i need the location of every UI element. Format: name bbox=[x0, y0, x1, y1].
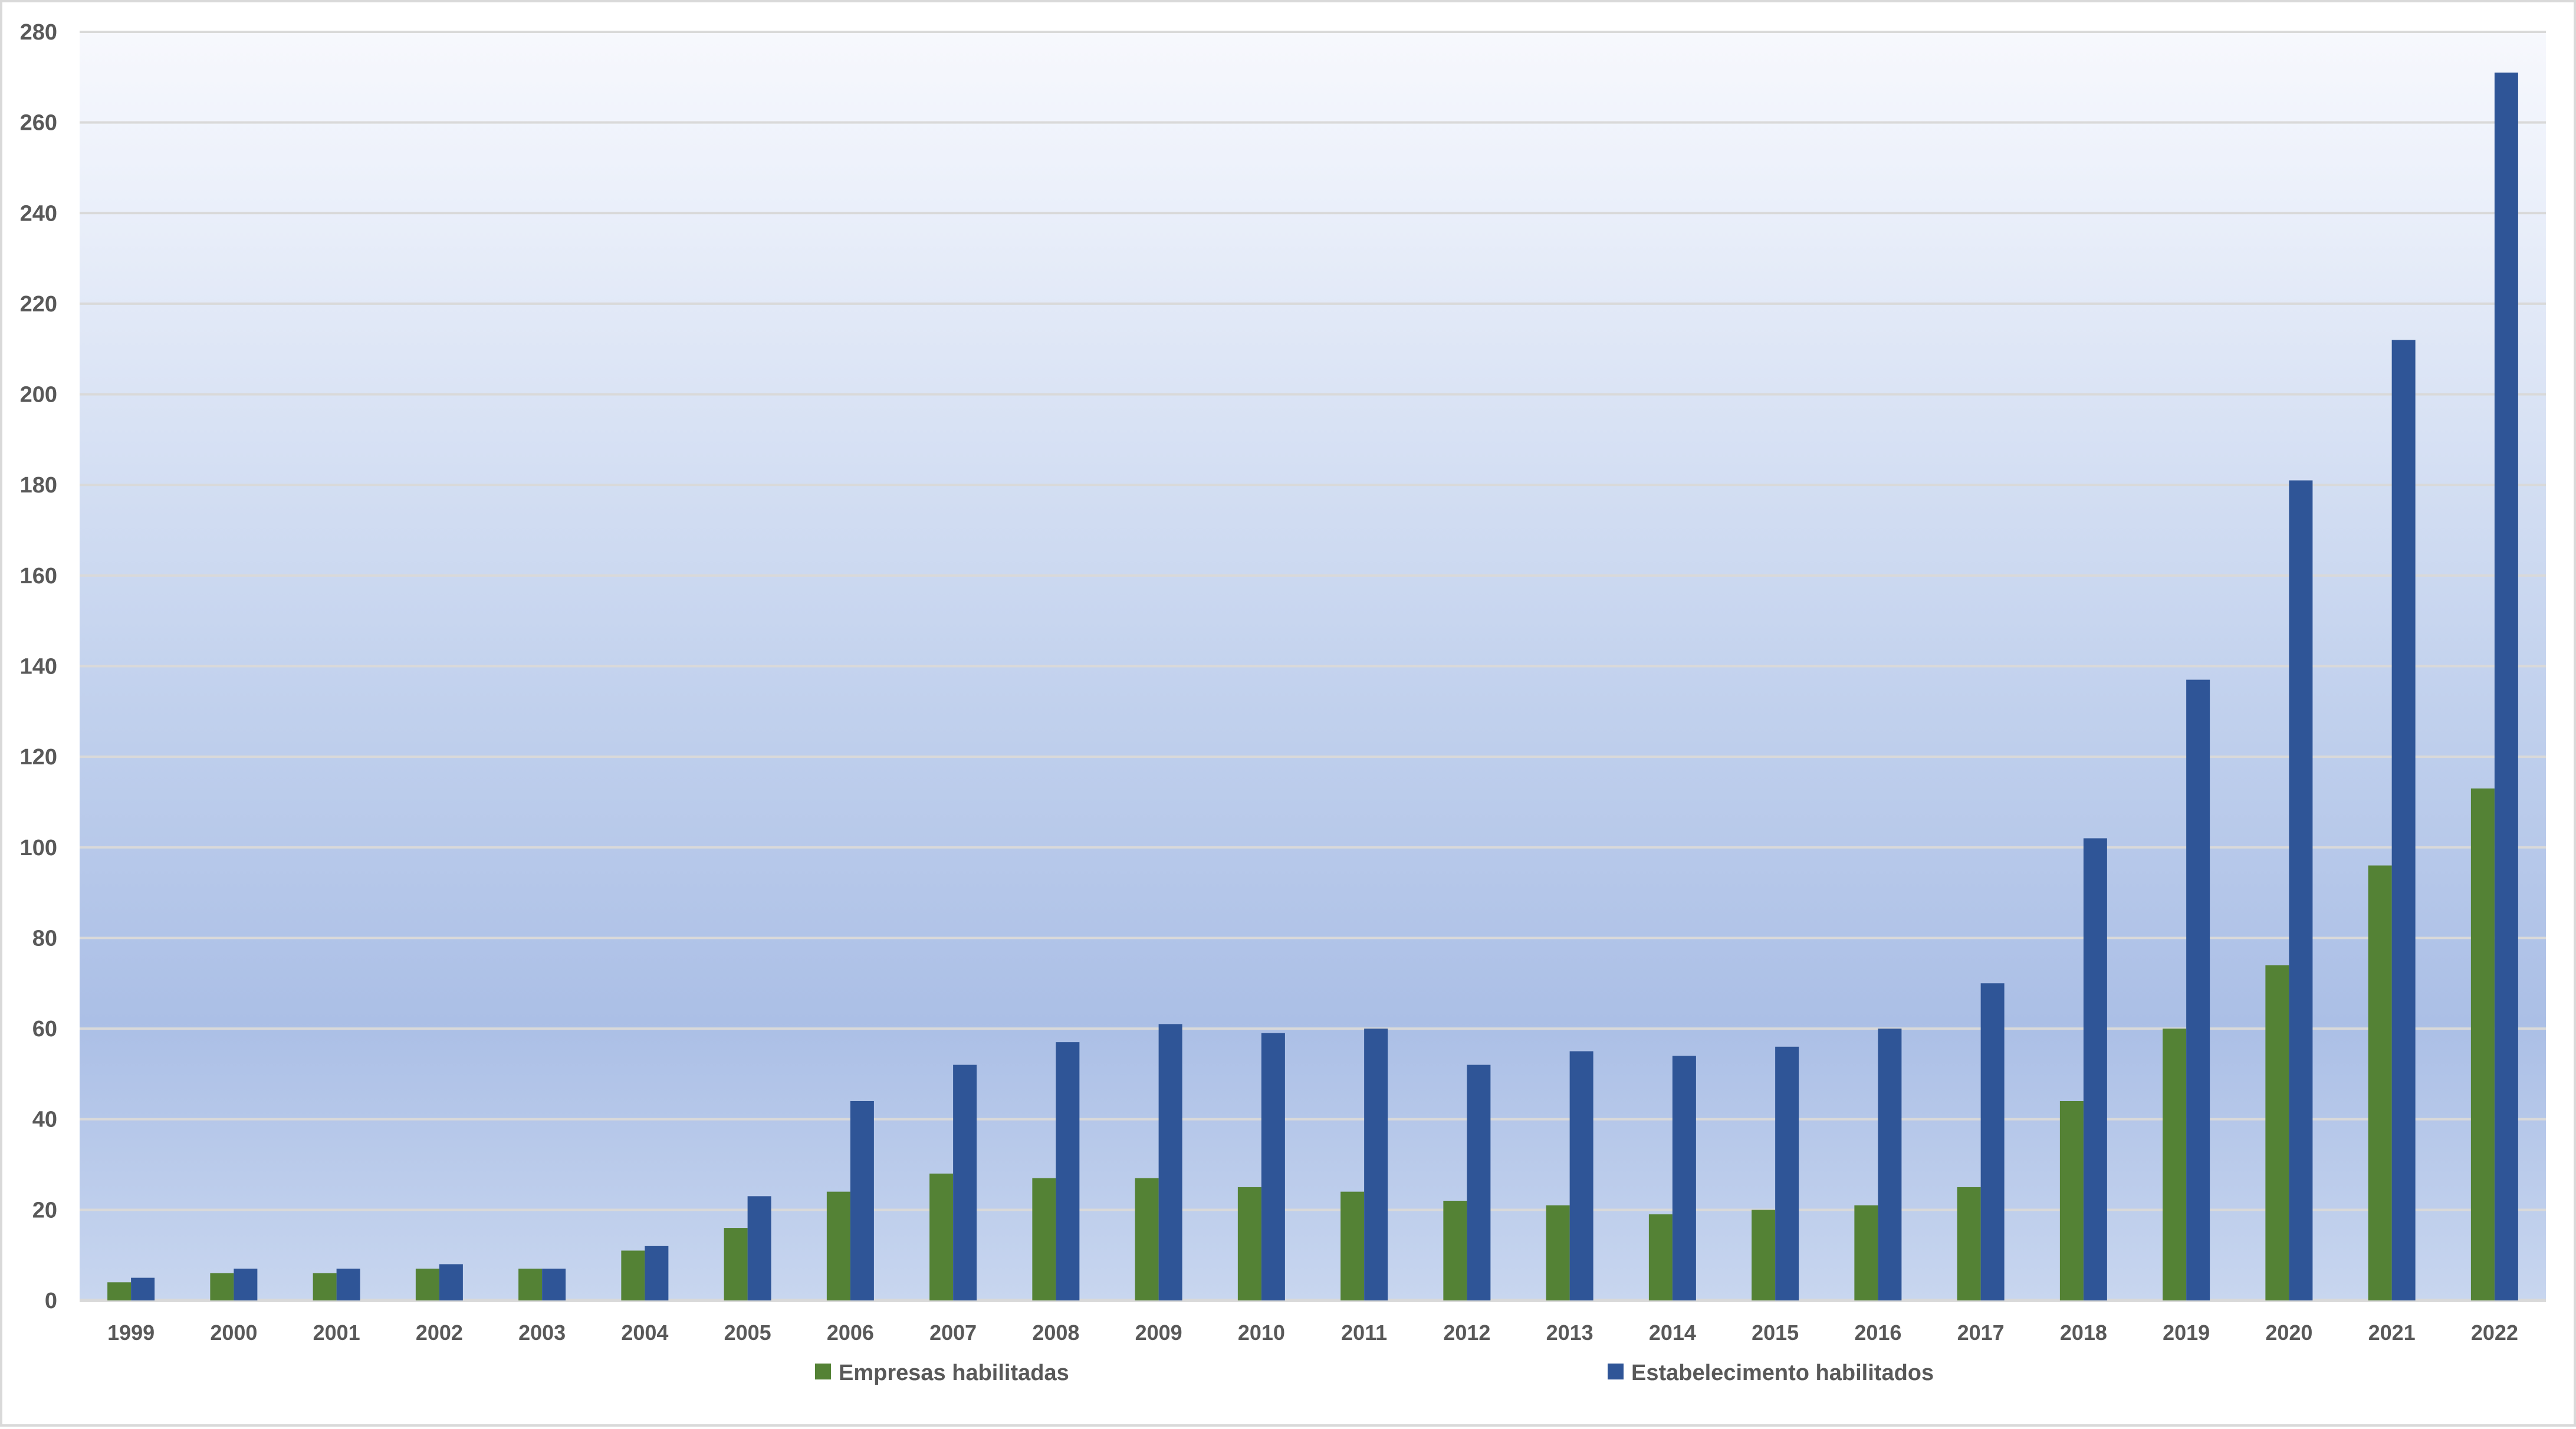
bar-estabelecimento-2003 bbox=[542, 1269, 566, 1300]
bar-estabelecimento-2022 bbox=[2494, 73, 2518, 1301]
bar-empresas-2013 bbox=[1546, 1205, 1570, 1300]
x-tick-label: 2003 bbox=[518, 1320, 566, 1345]
x-tick-label: 2017 bbox=[1957, 1320, 2005, 1345]
bar-estabelecimento-2005 bbox=[747, 1196, 771, 1300]
bar-estabelecimento-2014 bbox=[1672, 1056, 1696, 1300]
y-tick-label: 60 bbox=[32, 1017, 57, 1042]
bar-estabelecimento-2000 bbox=[234, 1269, 258, 1300]
legend-swatch bbox=[815, 1364, 831, 1379]
bar-estabelecimento-2001 bbox=[336, 1269, 360, 1300]
bar-empresas-2011 bbox=[1340, 1191, 1365, 1300]
bar-estabelecimento-2012 bbox=[1467, 1065, 1491, 1300]
bar-empresas-1999 bbox=[107, 1282, 132, 1300]
y-tick-label: 80 bbox=[32, 926, 57, 951]
x-tick-label: 2019 bbox=[2163, 1320, 2210, 1345]
bar-empresas-2006 bbox=[826, 1191, 850, 1300]
bar-empresas-2001 bbox=[313, 1273, 337, 1300]
x-tick-label: 2011 bbox=[1341, 1320, 1387, 1345]
bar-empresas-2015 bbox=[1752, 1210, 1776, 1300]
bar-empresas-2007 bbox=[929, 1173, 954, 1300]
x-tick-label: 2018 bbox=[2060, 1320, 2107, 1345]
bar-estabelecimento-2018 bbox=[2083, 838, 2107, 1300]
bar-estabelecimento-2021 bbox=[2391, 340, 2416, 1300]
x-tick-label: 2008 bbox=[1032, 1320, 1079, 1345]
bar-empresas-2012 bbox=[1443, 1200, 1467, 1300]
bar-empresas-2018 bbox=[2059, 1101, 2084, 1300]
bar-estabelecimento-2002 bbox=[439, 1264, 463, 1300]
x-tick-label: 2015 bbox=[1752, 1320, 1799, 1345]
y-tick-label: 40 bbox=[32, 1108, 57, 1132]
bar-empresas-2004 bbox=[621, 1250, 645, 1300]
y-tick-label: 200 bbox=[20, 383, 57, 408]
legend-swatch bbox=[1608, 1364, 1624, 1379]
y-tick-label: 100 bbox=[20, 836, 57, 860]
x-tick-label: 2022 bbox=[2471, 1320, 2518, 1345]
bar-estabelecimento-2004 bbox=[645, 1246, 669, 1300]
x-tick-label: 2007 bbox=[929, 1320, 977, 1345]
x-tick-label: 2002 bbox=[416, 1320, 463, 1345]
bar-estabelecimento-2017 bbox=[1980, 983, 2005, 1300]
bar-empresas-2014 bbox=[1648, 1214, 1673, 1300]
bar-empresas-2010 bbox=[1237, 1187, 1261, 1300]
x-tick-label: 1999 bbox=[107, 1320, 155, 1345]
x-tick-label: 2010 bbox=[1238, 1320, 1285, 1345]
bar-estabelecimento-2007 bbox=[953, 1065, 977, 1300]
x-tick-label: 2012 bbox=[1443, 1320, 1490, 1345]
x-tick-label: 2021 bbox=[2368, 1320, 2416, 1345]
bar-estabelecimento-2009 bbox=[1158, 1024, 1182, 1300]
bar-estabelecimento-2006 bbox=[850, 1101, 874, 1300]
bar-empresas-2008 bbox=[1032, 1178, 1056, 1300]
x-tick-label: 2000 bbox=[210, 1320, 257, 1345]
bar-estabelecimento-2010 bbox=[1261, 1033, 1285, 1300]
bar-estabelecimento-1999 bbox=[131, 1277, 155, 1300]
y-tick-label: 280 bbox=[20, 20, 57, 45]
bar-empresas-2016 bbox=[1854, 1205, 1878, 1300]
bar-empresas-2021 bbox=[2368, 865, 2392, 1300]
bar-estabelecimento-2013 bbox=[1569, 1051, 1593, 1300]
y-tick-label: 120 bbox=[20, 745, 57, 770]
x-tick-label: 2004 bbox=[621, 1320, 668, 1345]
bar-estabelecimento-2020 bbox=[2289, 480, 2313, 1300]
y-tick-label: 260 bbox=[20, 111, 57, 136]
y-tick-label: 160 bbox=[20, 564, 57, 589]
y-tick-label: 0 bbox=[45, 1289, 57, 1313]
x-tick-label: 2013 bbox=[1546, 1320, 1593, 1345]
bar-estabelecimento-2015 bbox=[1775, 1046, 1799, 1300]
y-tick-label: 20 bbox=[32, 1198, 57, 1223]
bar-estabelecimento-2011 bbox=[1364, 1029, 1388, 1300]
x-tick-label: 2009 bbox=[1135, 1320, 1182, 1345]
bar-empresas-2017 bbox=[1957, 1187, 1981, 1300]
y-tick-label: 240 bbox=[20, 201, 57, 226]
y-tick-label: 180 bbox=[20, 473, 57, 498]
legend-label: Estabelecimento habilitados bbox=[1631, 1361, 1934, 1385]
y-tick-label: 140 bbox=[20, 655, 57, 679]
x-tick-label: 2006 bbox=[827, 1320, 874, 1345]
bar-empresas-2002 bbox=[415, 1269, 439, 1300]
x-tick-label: 2016 bbox=[1854, 1320, 1901, 1345]
bar-empresas-2022 bbox=[2470, 788, 2495, 1300]
bar-empresas-2005 bbox=[724, 1228, 748, 1300]
x-tick-label: 2014 bbox=[1649, 1320, 1696, 1345]
x-tick-label: 2001 bbox=[313, 1320, 360, 1345]
x-tick-label: 2020 bbox=[2265, 1320, 2312, 1345]
bar-estabelecimento-2019 bbox=[2186, 679, 2210, 1300]
legend-label: Empresas habilitadas bbox=[839, 1361, 1069, 1385]
y-tick-label: 220 bbox=[20, 292, 57, 317]
bar-empresas-2020 bbox=[2265, 965, 2289, 1300]
bar-estabelecimento-2008 bbox=[1056, 1042, 1080, 1300]
x-tick-label: 2005 bbox=[724, 1320, 771, 1345]
bar-empresas-2000 bbox=[210, 1273, 234, 1300]
bar-empresas-2003 bbox=[518, 1269, 543, 1300]
bar-empresas-2009 bbox=[1135, 1178, 1159, 1300]
bar-empresas-2019 bbox=[2163, 1029, 2187, 1300]
bar-estabelecimento-2016 bbox=[1878, 1029, 1902, 1300]
